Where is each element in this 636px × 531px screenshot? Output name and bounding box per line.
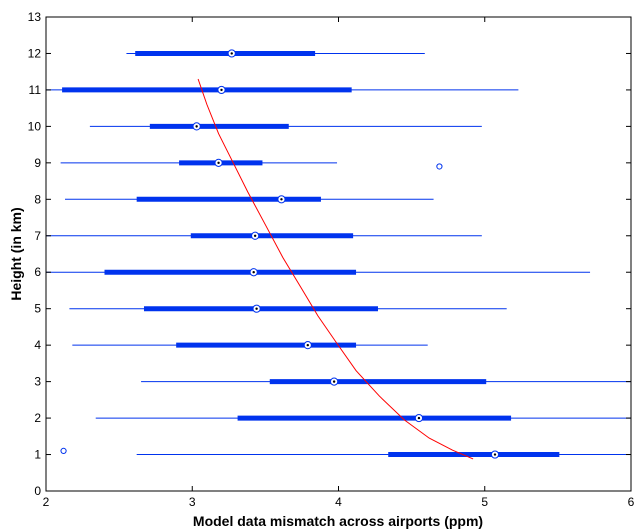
- x-axis-label: Model data mismatch across airports (ppm…: [193, 513, 483, 529]
- y-tick-label: 3: [34, 375, 41, 389]
- x-tick-label: 2: [43, 495, 50, 509]
- y-tick-label: 0: [34, 484, 41, 498]
- y-tick-label: 11: [29, 83, 42, 97]
- median-dot: [332, 380, 336, 383]
- box-group-9km: [60, 158, 338, 167]
- median-dot: [306, 343, 309, 347]
- median-dot: [255, 307, 258, 310]
- median-dot: [195, 125, 198, 128]
- box-group-8km: [65, 195, 434, 204]
- box-group-11km: [46, 85, 519, 95]
- y-tick-label: 4: [34, 338, 41, 352]
- x-tick-label: 6: [628, 495, 635, 509]
- y-tick-label: 9: [34, 156, 41, 170]
- box-group-12km: [126, 49, 425, 58]
- y-tick-label: 8: [34, 192, 41, 206]
- median-dot: [217, 161, 220, 165]
- median-dot: [253, 234, 257, 237]
- box-group-3km: [141, 377, 631, 386]
- median-dot: [417, 416, 421, 420]
- box-group-7km: [46, 231, 482, 240]
- y-tick-label: 13: [28, 10, 42, 24]
- y-tick-label: 5: [34, 302, 41, 316]
- y-tick-label: 7: [34, 229, 41, 243]
- y-tick-label: 10: [28, 119, 42, 133]
- outlier-point: [60, 447, 67, 454]
- x-tick-label: 3: [189, 495, 196, 509]
- box-group-1km: [136, 450, 631, 459]
- box-group-6km: [46, 268, 591, 277]
- box-group-10km: [89, 122, 482, 131]
- y-tick-label: 12: [28, 46, 42, 60]
- box-group-2km: [95, 413, 631, 423]
- y-tick-label: 6: [34, 265, 41, 279]
- median-dot: [493, 453, 497, 456]
- y-tick-label: 2: [34, 411, 41, 425]
- median-dot: [220, 88, 223, 92]
- plot-area: [46, 49, 631, 460]
- outlier-point: [436, 163, 443, 170]
- y-tick-label: 1: [34, 448, 41, 462]
- y-axis-label: Height (in km): [8, 207, 24, 300]
- box-group-5km: [69, 304, 507, 313]
- median-dot: [280, 198, 283, 201]
- x-tick-label: 4: [335, 495, 342, 509]
- x-tick-label: 5: [481, 495, 488, 509]
- box-group-4km: [72, 341, 428, 350]
- fit-curve: [197, 78, 474, 460]
- median-dot: [252, 271, 255, 274]
- median-dot: [230, 52, 233, 55]
